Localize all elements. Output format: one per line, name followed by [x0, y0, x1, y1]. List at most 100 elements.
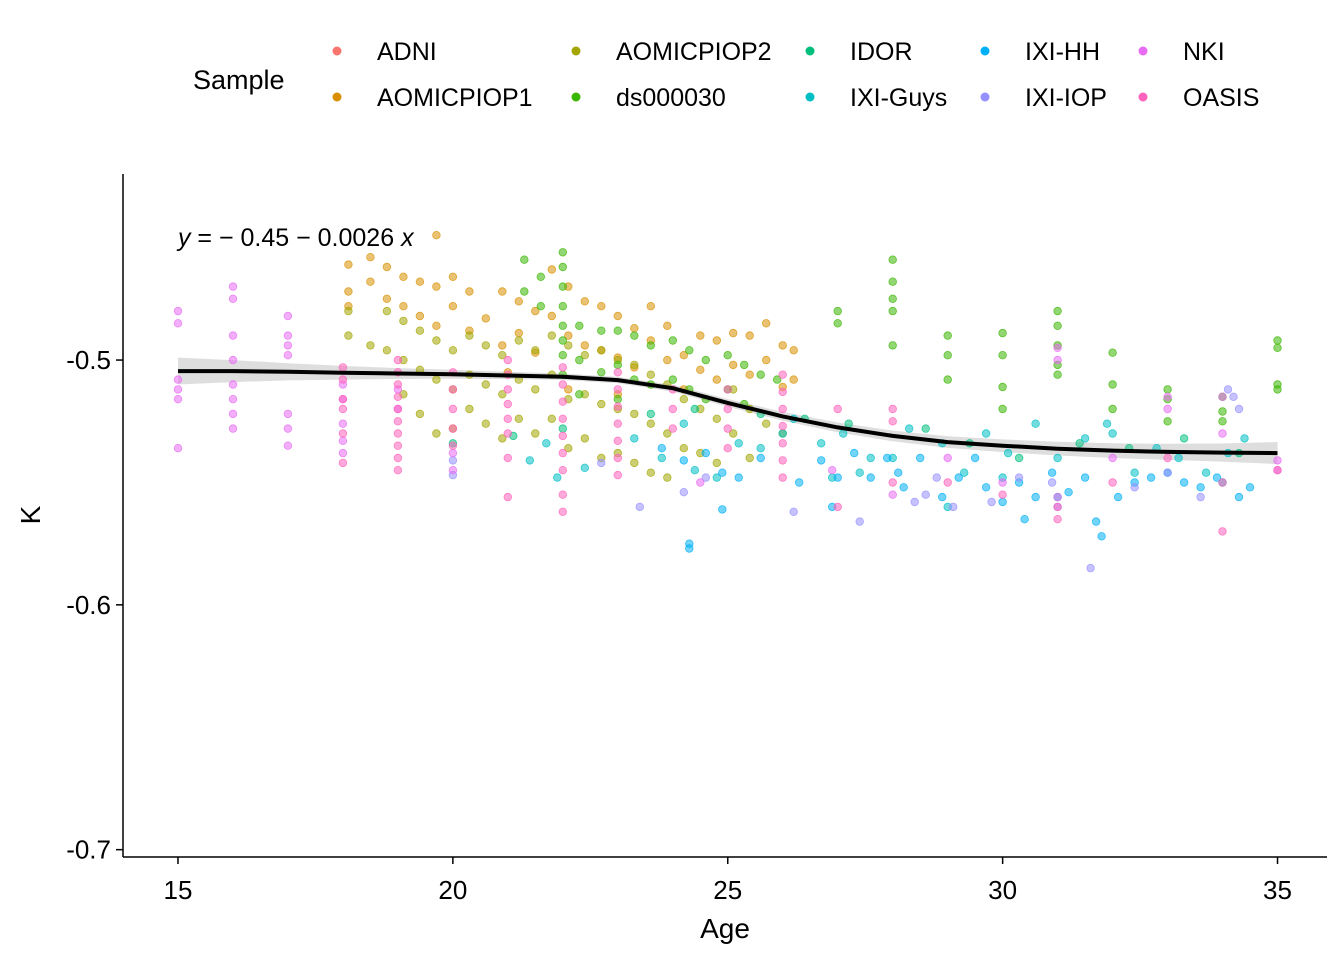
- smooth-line: [178, 369, 1278, 456]
- data-point: [718, 505, 727, 514]
- regression-equation: y = − 0.45 − 0.0026 x: [176, 224, 415, 252]
- data-point: [283, 311, 293, 321]
- data-point: [481, 380, 490, 389]
- data-point: [498, 341, 507, 350]
- data-point: [338, 458, 348, 468]
- data-point: [1047, 468, 1057, 477]
- x-tick-label: 30: [988, 875, 1017, 905]
- data-point: [1053, 515, 1062, 524]
- data-point: [580, 341, 589, 350]
- data-point: [597, 399, 606, 409]
- data-point: [778, 429, 787, 438]
- data-point: [635, 502, 644, 512]
- data-point: [943, 453, 952, 463]
- data-point: [1064, 488, 1073, 497]
- data-point: [1163, 468, 1172, 477]
- loess-fit-line: [178, 369, 1278, 456]
- data-point: [888, 490, 897, 499]
- data-point: [679, 351, 688, 360]
- data-point: [1240, 434, 1249, 443]
- data-point: [712, 375, 721, 384]
- legend-label: IXI-Guys: [850, 84, 947, 112]
- data-point: [1014, 473, 1024, 482]
- data-point: [668, 336, 677, 345]
- data-point: [1053, 370, 1062, 379]
- legend-label: OASIS: [1183, 84, 1259, 112]
- data-point: [663, 321, 672, 330]
- data-point: [283, 424, 293, 433]
- data-point: [1218, 478, 1227, 487]
- data-point: [283, 351, 293, 360]
- data-point: [613, 385, 622, 394]
- data-point: [514, 297, 523, 306]
- data-point: [1218, 417, 1227, 426]
- legend: Sample ADNI AOMICPIOP1 AOMICPIOP2 ds000030 I…: [193, 38, 1259, 112]
- annotation-var-x: x: [400, 224, 415, 252]
- data-point: [597, 346, 606, 355]
- data-point: [465, 404, 474, 414]
- data-point: [723, 404, 732, 414]
- data-point: [432, 321, 441, 330]
- data-point: [228, 331, 238, 340]
- data-point: [778, 370, 787, 379]
- data-point: [531, 429, 540, 438]
- legend-key: [1138, 92, 1148, 102]
- data-point: [465, 287, 474, 296]
- data-point: [954, 473, 963, 482]
- data-point: [575, 390, 584, 399]
- data-point: [970, 453, 980, 463]
- data-point: [536, 302, 545, 311]
- data-point: [1163, 417, 1172, 426]
- data-point: [575, 321, 584, 330]
- series-ixi-guys: [525, 414, 1249, 512]
- data-point: [998, 478, 1007, 487]
- data-point: [547, 265, 556, 274]
- data-point: [789, 346, 798, 355]
- data-point: [762, 419, 771, 428]
- data-point: [338, 404, 348, 414]
- data-point: [1218, 407, 1227, 416]
- data-point: [685, 346, 694, 355]
- data-point: [1108, 380, 1117, 389]
- data-point: [833, 319, 842, 328]
- x-axis-ticks: 15 20 25 30 35: [164, 857, 1292, 905]
- data-point: [448, 404, 458, 414]
- data-point: [1146, 473, 1156, 482]
- data-point: [344, 287, 353, 296]
- data-point: [1245, 483, 1255, 492]
- data-point: [366, 277, 375, 286]
- data-point: [558, 414, 567, 423]
- data-point: [1053, 306, 1062, 316]
- y-axis-title: K: [15, 505, 46, 524]
- data-point: [657, 453, 666, 463]
- data-point: [448, 441, 458, 450]
- data-point: [338, 363, 348, 372]
- data-point: [173, 395, 183, 404]
- data-point: [778, 421, 787, 431]
- data-point: [1031, 492, 1040, 502]
- data-point: [558, 282, 567, 291]
- data-point: [558, 262, 567, 272]
- data-point: [553, 473, 562, 482]
- data-point: [393, 404, 403, 414]
- data-point: [943, 375, 952, 384]
- data-point: [338, 448, 348, 458]
- legend-label: AOMICPIOP2: [616, 38, 772, 66]
- x-tick-label: 35: [1263, 875, 1292, 905]
- data-point: [921, 490, 930, 499]
- data-point: [646, 302, 655, 311]
- data-point: [366, 253, 375, 262]
- data-point: [558, 431, 567, 441]
- legend-label: IDOR: [850, 38, 913, 66]
- data-point: [448, 272, 458, 281]
- data-point: [855, 517, 864, 526]
- legend-label: IXI-IOP: [1025, 84, 1107, 112]
- legend-label: IXI-HH: [1025, 38, 1100, 66]
- data-point: [899, 483, 908, 492]
- data-point: [998, 404, 1007, 414]
- data-point: [888, 277, 897, 286]
- data-point: [1020, 515, 1029, 524]
- data-point: [503, 453, 512, 463]
- data-point: [228, 424, 238, 433]
- series-oasis: [338, 355, 1282, 536]
